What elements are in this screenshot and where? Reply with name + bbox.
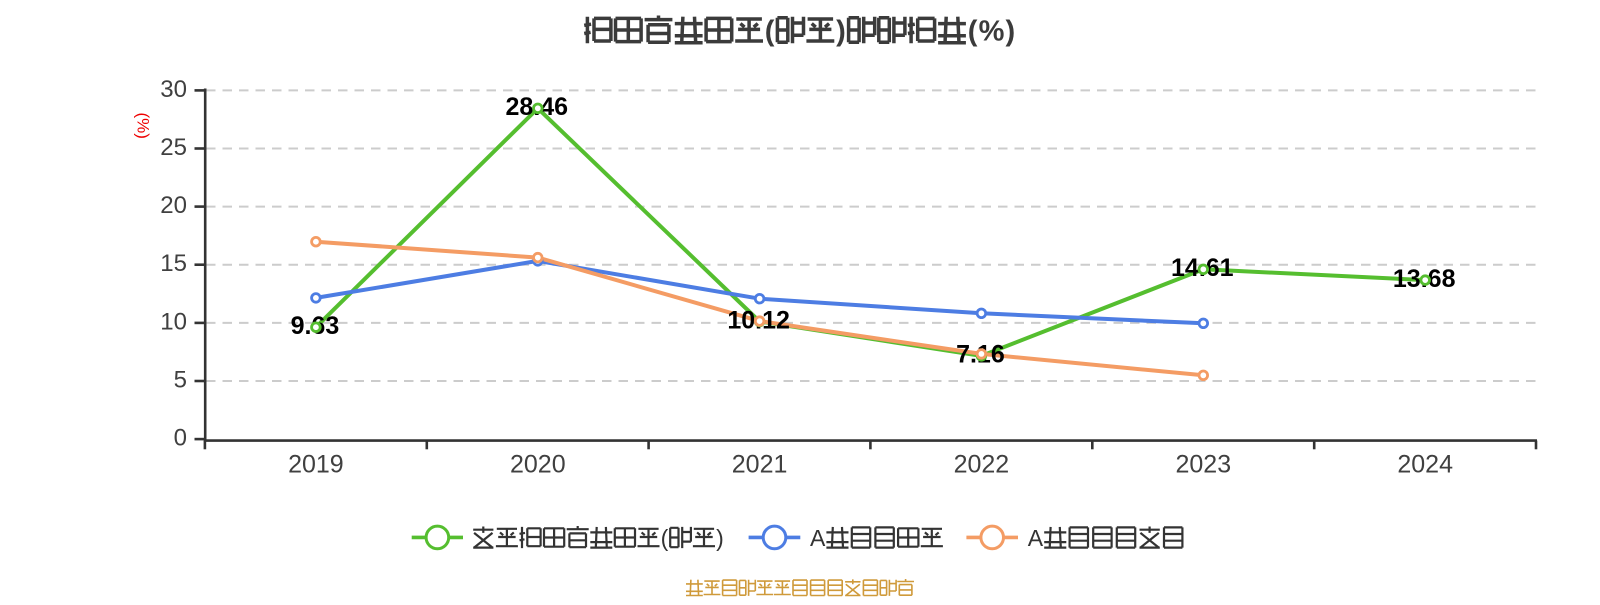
svg-text:25: 25	[160, 134, 187, 161]
svg-text:): )	[1006, 15, 1016, 47]
svg-text:2022: 2022	[954, 451, 1010, 479]
svg-text:(: (	[765, 15, 775, 47]
svg-text:(: (	[661, 525, 669, 551]
svg-text:30: 30	[160, 76, 187, 103]
svg-text:2023: 2023	[1175, 451, 1231, 479]
svg-text:(%): (%)	[134, 113, 153, 139]
svg-text:10: 10	[160, 308, 187, 335]
svg-text:A: A	[1028, 525, 1044, 551]
svg-text:2021: 2021	[732, 451, 788, 479]
svg-text:20: 20	[160, 192, 187, 219]
svg-text:5: 5	[174, 367, 187, 394]
svg-text:A: A	[810, 525, 826, 551]
svg-text:0: 0	[174, 425, 187, 452]
svg-text:2024: 2024	[1397, 451, 1453, 479]
svg-text:): )	[716, 525, 724, 551]
svg-text:(: (	[968, 15, 978, 47]
svg-text:2019: 2019	[288, 451, 344, 479]
svg-text:15: 15	[160, 250, 187, 277]
svg-text:): )	[836, 15, 846, 47]
svg-text:%: %	[979, 15, 1005, 47]
svg-text:2020: 2020	[510, 451, 566, 479]
